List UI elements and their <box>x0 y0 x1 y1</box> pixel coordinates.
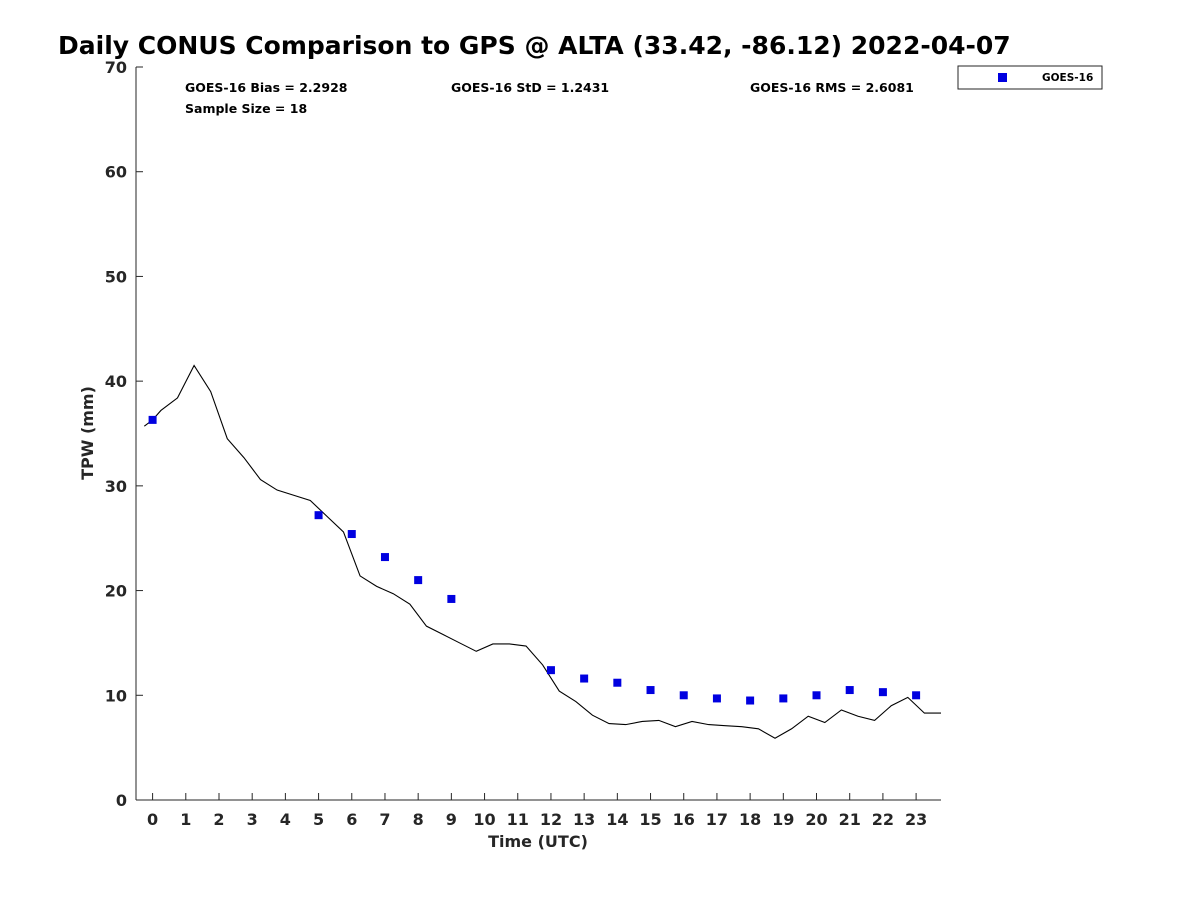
x-tick-label: 9 <box>446 810 457 829</box>
sample-size-stat: Sample Size = 18 <box>185 101 307 116</box>
goes16-point <box>447 594 456 603</box>
legend-box <box>957 65 1103 90</box>
goes16-point <box>613 678 622 687</box>
x-tick-label: 19 <box>772 810 794 829</box>
legend-label-goes16: GOES-16 <box>1042 72 1093 84</box>
x-tick-label: 3 <box>247 810 258 829</box>
y-tick-label: 50 <box>105 267 127 286</box>
y-axis-label: TPW (mm) <box>78 386 97 480</box>
x-tick-label: 1 <box>180 810 191 829</box>
gps-tpw-line <box>143 364 941 739</box>
x-tick-label: 4 <box>280 810 291 829</box>
goes16-point <box>712 694 721 703</box>
x-tick-label: 17 <box>706 810 728 829</box>
y-ticks: 0 10 20 30 40 50 60 70 <box>105 58 143 810</box>
goes16-point <box>546 666 555 675</box>
x-tick-label: 22 <box>872 810 894 829</box>
x-axis-label: Time (UTC) <box>488 832 588 851</box>
goes16-point <box>314 511 323 520</box>
x-tick-label: 8 <box>413 810 424 829</box>
rms-stat: GOES-16 RMS = 2.6081 <box>750 80 914 95</box>
x-tick-label: 10 <box>473 810 495 829</box>
goes16-point <box>414 576 423 585</box>
y-tick-label: 40 <box>105 372 127 391</box>
series-layer <box>143 364 941 739</box>
goes16-point <box>646 686 655 695</box>
x-tick-label: 13 <box>573 810 595 829</box>
x-ticks: 0 1 2 3 4 5 6 7 8 9 10 11 12 13 14 15 16 17 18 19 20 21 22 23 <box>147 793 927 829</box>
goes16-point <box>912 691 921 700</box>
x-tick-label: 21 <box>839 810 861 829</box>
x-tick-label: 5 <box>313 810 324 829</box>
goes16-point <box>746 696 755 705</box>
x-tick-label: 14 <box>606 810 628 829</box>
x-tick-label: 6 <box>346 810 357 829</box>
x-tick-label: 18 <box>739 810 761 829</box>
goes16-point <box>679 691 688 700</box>
x-tick-label: 16 <box>673 810 695 829</box>
goes16-point <box>380 553 389 562</box>
y-tick-label: 30 <box>105 477 127 496</box>
goes16-point <box>812 691 821 700</box>
plot-axes <box>135 67 941 801</box>
std-stat: GOES-16 StD = 1.2431 <box>451 80 609 95</box>
goes16-point <box>878 688 887 697</box>
legend: GOES-16 <box>957 65 1103 90</box>
goes16-point <box>148 415 157 424</box>
x-tick-label: 11 <box>507 810 529 829</box>
x-tick-label: 0 <box>147 810 158 829</box>
y-tick-label: 60 <box>105 163 127 182</box>
y-tick-label: 20 <box>105 582 127 601</box>
bias-stat: GOES-16 Bias = 2.2928 <box>185 80 347 95</box>
x-tick-label: 2 <box>213 810 224 829</box>
goes16-point <box>779 694 788 703</box>
x-tick-label: 15 <box>639 810 661 829</box>
x-tick-label: 7 <box>379 810 390 829</box>
y-tick-label: 0 <box>116 791 127 810</box>
goes16-point <box>580 674 589 683</box>
y-tick-label: 70 <box>105 58 127 77</box>
x-tick-label: 12 <box>540 810 562 829</box>
goes16-point <box>347 530 356 539</box>
chart-title: Daily CONUS Comparison to GPS @ ALTA (33… <box>58 31 1011 60</box>
legend-marker-goes16 <box>998 73 1007 82</box>
x-tick-label: 20 <box>805 810 827 829</box>
y-tick-label: 10 <box>105 686 127 705</box>
goes16-point <box>845 686 854 695</box>
x-tick-label: 23 <box>905 810 927 829</box>
